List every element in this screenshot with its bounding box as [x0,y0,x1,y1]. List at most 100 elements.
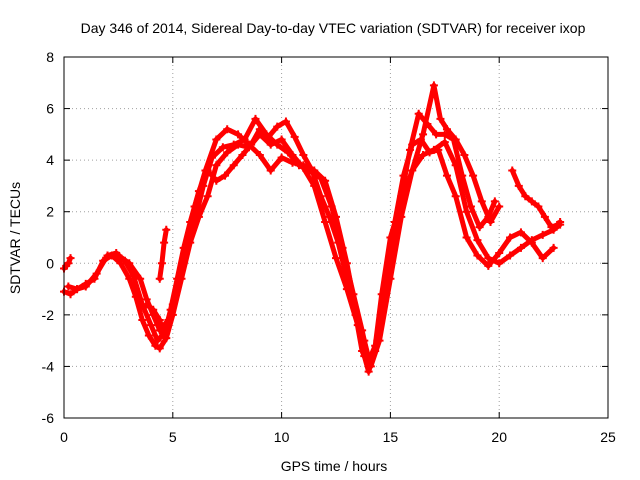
series-track-2 [64,114,558,366]
x-tick-label: 20 [491,429,507,445]
data-point-marker [432,130,441,139]
y-tick-label: 8 [46,49,54,65]
data-point-marker [429,81,438,90]
data-point-marker [379,295,388,304]
series-track-5 [508,166,565,232]
y-tick-label: 2 [46,204,54,220]
data-point-marker [186,218,195,227]
data-point-marker [495,259,504,268]
data-point-marker [234,130,243,139]
y-tick-label: 6 [46,101,54,117]
data-point-marker [153,336,162,345]
data-point-marker [221,171,230,180]
data-point-marker [436,114,445,123]
data-point-marker [277,153,286,162]
data-point-marker [490,197,499,206]
data-point-marker [397,192,406,201]
data-point-marker [334,238,343,247]
data-point-marker [351,310,360,319]
data-point-marker [364,362,373,371]
data-point-marker [540,212,549,221]
data-point-marker [371,346,380,355]
data-point-marker [516,243,525,252]
data-point-marker [466,202,475,211]
data-series [60,81,565,376]
data-point-marker [273,140,282,149]
data-point-marker [194,187,203,196]
data-point-marker [308,166,317,175]
data-point-marker [316,192,325,201]
data-point-marker [442,125,451,134]
data-point-marker [521,192,530,201]
data-point-marker [534,202,543,211]
data-point-marker [223,148,232,157]
data-point-marker [238,150,247,159]
data-point-marker [149,305,158,314]
data-point-marker [229,140,238,149]
data-point-marker [299,161,308,170]
data-point-marker [64,282,73,291]
data-point-marker [212,161,221,170]
data-point-marker [462,233,471,242]
data-point-marker [142,300,151,309]
x-tick-label: 0 [60,429,68,445]
data-point-marker [160,331,169,340]
data-point-marker [549,243,558,252]
y-tick-label: -2 [42,307,55,323]
x-axis-label: GPS time / hours [281,458,388,474]
data-point-marker [342,274,351,283]
y-tick-label: -4 [42,358,55,374]
data-point-marker [264,132,273,141]
data-point-marker [408,166,417,175]
data-point-marker [203,166,212,175]
data-point-marker [506,233,515,242]
data-point-marker [506,251,515,260]
data-point-marker [495,202,504,211]
data-point-marker [103,251,112,260]
data-point-marker [419,150,428,159]
data-point-marker [527,238,536,247]
data-point-marker [288,158,297,167]
data-point-marker [460,150,469,159]
data-point-marker [547,223,556,232]
data-point-marker [116,259,125,268]
series-line [144,111,498,369]
data-point-marker [475,223,484,232]
data-point-marker [388,238,397,247]
data-point-marker [414,109,423,118]
data-point-marker [218,143,227,152]
chart-title: Day 346 of 2014, Sidereal Day-to-day VTE… [81,20,586,36]
data-point-marker [155,316,164,325]
data-point-marker [321,218,330,227]
plot-frame [63,56,609,419]
data-point-marker [266,166,275,175]
data-point-marker [484,261,493,270]
data-point-marker [73,285,82,294]
data-point-marker [281,117,290,126]
data-point-marker [473,251,482,260]
data-point-marker [440,130,449,139]
data-point-marker [440,138,449,147]
data-point-marker [255,150,264,159]
data-point-marker [419,130,428,139]
x-tick-label: 5 [169,429,177,445]
data-point-marker [166,305,175,314]
data-point-marker [66,290,75,299]
data-point-marker [255,125,264,134]
x-tick-label: 10 [274,429,290,445]
data-point-marker [462,207,471,216]
data-point-marker [160,238,169,247]
data-point-marker [212,135,221,144]
data-point-marker [538,230,547,239]
data-point-marker [321,176,330,185]
x-tick-label: 25 [600,429,616,445]
x-tick-label: 15 [383,429,399,445]
data-point-marker [332,254,340,263]
data-point-marker [325,212,334,221]
data-point-marker [64,259,73,268]
data-point-marker [155,344,164,353]
data-point-marker [484,212,493,221]
data-point-marker [247,140,256,149]
data-point-marker [556,218,565,227]
data-point-marker [508,166,517,175]
